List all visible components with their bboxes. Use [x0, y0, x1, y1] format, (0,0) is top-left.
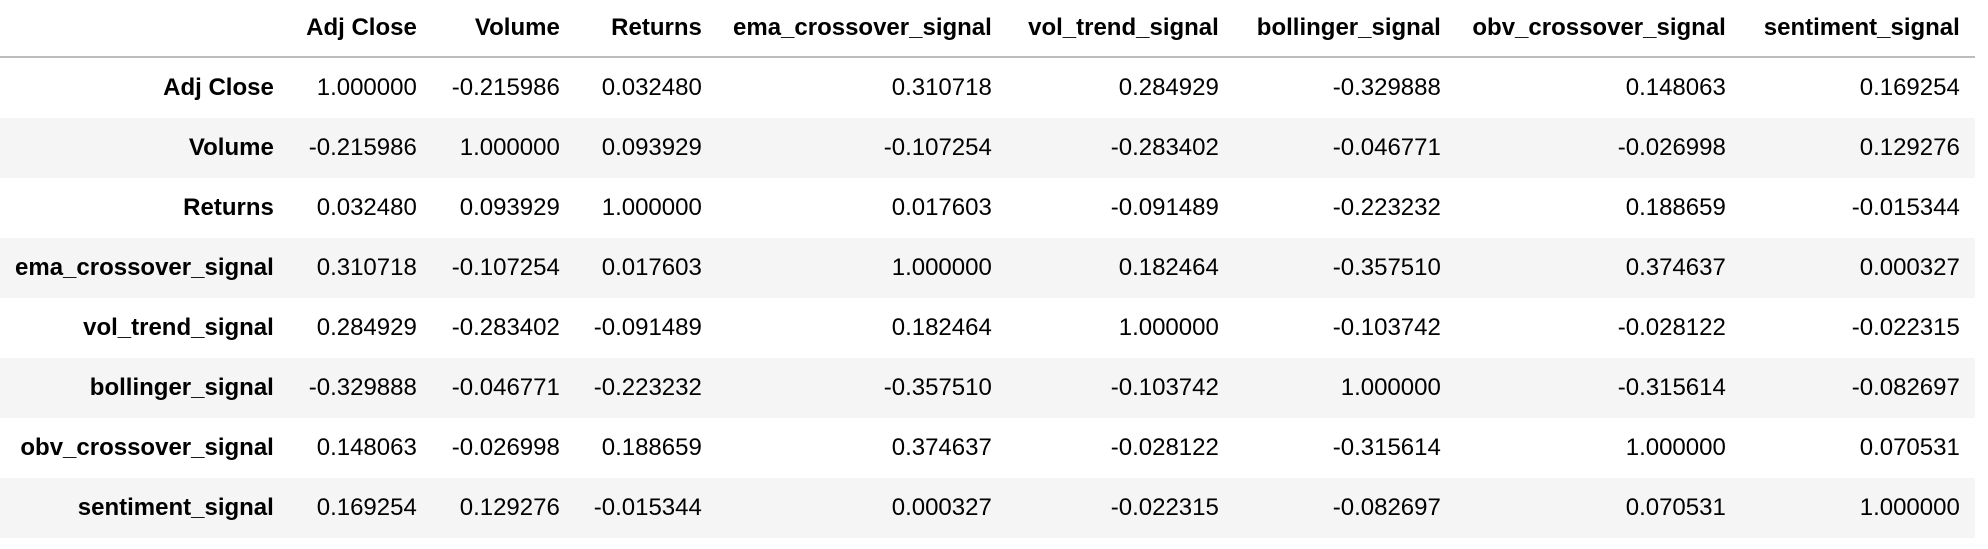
table-row: ema_crossover_signal 0.310718 -0.107254 …	[0, 238, 1975, 298]
table-cell: 0.093929	[459, 194, 560, 221]
column-header-adj-close: Adj Close	[288, 0, 432, 58]
table-cell: -0.015344	[593, 494, 702, 521]
table-cell: 1.000000	[1340, 374, 1441, 401]
table-cell: -0.315614	[1332, 434, 1441, 461]
table-cell: -0.091489	[1110, 194, 1219, 221]
table-cell: 0.188659	[1625, 194, 1726, 221]
table-cell: 0.374637	[891, 434, 992, 461]
table-cell: 0.188659	[601, 434, 702, 461]
table-cell: -0.103742	[1110, 374, 1219, 401]
table-cell: 0.169254	[1859, 74, 1960, 101]
table-cell: 0.017603	[601, 254, 702, 281]
table-cell: -0.103742	[1332, 314, 1441, 341]
table-row: bollinger_signal -0.329888 -0.046771 -0.…	[0, 358, 1975, 418]
table-cell: 0.148063	[316, 434, 417, 461]
table-cell: 0.169254	[316, 494, 417, 521]
table-cell: 0.310718	[316, 254, 417, 281]
table-cell: 0.032480	[601, 74, 702, 101]
table-cell: -0.022315	[1110, 494, 1219, 521]
table-cell: -0.026998	[451, 434, 560, 461]
table-cell: -0.026998	[1617, 134, 1726, 161]
table-cell: 0.093929	[601, 134, 702, 161]
table-cell: 0.182464	[891, 314, 992, 341]
table-cell: 0.284929	[1118, 74, 1219, 101]
table-cell: -0.283402	[451, 314, 560, 341]
table-cell: -0.028122	[1617, 314, 1726, 341]
table-cell: 1.000000	[1118, 314, 1219, 341]
table-cell: 0.000327	[891, 494, 992, 521]
table-row: Adj Close 1.000000 -0.215986 0.032480 0.…	[0, 57, 1975, 118]
row-index-label: ema_crossover_signal	[15, 254, 274, 281]
table-cell: -0.357510	[1332, 254, 1441, 281]
table-row: vol_trend_signal 0.284929 -0.283402 -0.0…	[0, 298, 1975, 358]
table-cell: 0.148063	[1625, 74, 1726, 101]
table-cell: -0.082697	[1851, 374, 1960, 401]
table-cell: 0.000327	[1859, 254, 1960, 281]
table-row: sentiment_signal 0.169254 0.129276 -0.01…	[0, 478, 1975, 538]
table-cell: -0.223232	[1332, 194, 1441, 221]
table-cell: 1.000000	[891, 254, 992, 281]
table-cell: -0.046771	[1332, 134, 1441, 161]
table-header-row: Adj Close Volume Returns ema_crossover_s…	[0, 0, 1975, 58]
row-index-label: bollinger_signal	[89, 374, 274, 401]
row-index-label: Volume	[188, 134, 274, 161]
table-cell: 0.070531	[1625, 494, 1726, 521]
table-cell: -0.082697	[1332, 494, 1441, 521]
column-header-sentiment-signal: sentiment_signal	[1740, 0, 1975, 58]
table-cell: 0.129276	[1859, 134, 1960, 161]
table-cell: 1.000000	[1625, 434, 1726, 461]
table-cell: -0.107254	[451, 254, 560, 281]
column-header-vol-trend-signal: vol_trend_signal	[1006, 0, 1234, 58]
table-cell: 0.182464	[1118, 254, 1219, 281]
table-cell: -0.329888	[1332, 74, 1441, 101]
table-cell: -0.091489	[593, 314, 702, 341]
table-cell: 0.284929	[316, 314, 417, 341]
correlation-table-output: Adj Close Volume Returns ema_crossover_s…	[0, 0, 1975, 538]
table-cell: -0.107254	[883, 134, 992, 161]
table-cell: 1.000000	[1859, 494, 1960, 521]
column-header-bollinger-signal: bollinger_signal	[1233, 0, 1456, 58]
row-index-label: Returns	[183, 194, 274, 221]
table-cell: 0.374637	[1625, 254, 1726, 281]
correlation-dataframe: Adj Close Volume Returns ema_crossover_s…	[0, 0, 1975, 538]
table-cell: -0.283402	[1110, 134, 1219, 161]
table-cell: -0.028122	[1110, 434, 1219, 461]
table-row: Returns 0.032480 0.093929 1.000000 0.017…	[0, 178, 1975, 238]
table-cell: 0.129276	[459, 494, 560, 521]
table-row: Volume -0.215986 1.000000 0.093929 -0.10…	[0, 118, 1975, 178]
row-index-label: sentiment_signal	[77, 494, 274, 521]
table-cell: 1.000000	[601, 194, 702, 221]
table-cell: 0.032480	[316, 194, 417, 221]
index-header	[0, 0, 289, 58]
table-cell: -0.223232	[593, 374, 702, 401]
column-header-volume: Volume	[431, 0, 575, 58]
table-cell: -0.329888	[308, 374, 417, 401]
row-index-label: vol_trend_signal	[83, 314, 274, 341]
column-header-ema-crossover-signal: ema_crossover_signal	[716, 0, 1007, 58]
table-cell: -0.022315	[1851, 314, 1960, 341]
table-cell: 1.000000	[316, 74, 417, 101]
table-cell: 0.017603	[891, 194, 992, 221]
table-row: obv_crossover_signal 0.148063 -0.026998 …	[0, 418, 1975, 478]
table-cell: 0.310718	[891, 74, 992, 101]
column-header-returns: Returns	[574, 0, 717, 58]
table-cell: -0.015344	[1851, 194, 1960, 221]
table-cell: -0.357510	[883, 374, 992, 401]
table-cell: 0.070531	[1859, 434, 1960, 461]
column-header-obv-crossover-signal: obv_crossover_signal	[1455, 0, 1741, 58]
table-cell: -0.315614	[1617, 374, 1726, 401]
table-cell: -0.215986	[451, 74, 560, 101]
row-index-label: obv_crossover_signal	[20, 434, 274, 461]
row-index-label: Adj Close	[163, 74, 274, 101]
table-cell: 1.000000	[459, 134, 560, 161]
table-cell: -0.215986	[308, 134, 417, 161]
table-cell: -0.046771	[451, 374, 560, 401]
